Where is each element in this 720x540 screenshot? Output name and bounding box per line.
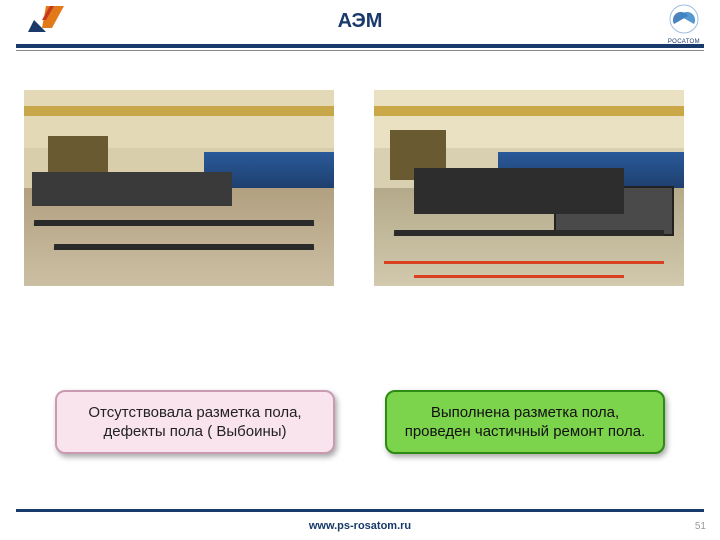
header: АЭМ РОСАТОМ	[0, 0, 720, 46]
photo-after	[374, 90, 684, 286]
header-rule-thin	[16, 50, 704, 51]
header-rule-thick	[16, 44, 704, 48]
page-title: АЭМ	[0, 10, 720, 33]
caption-before-text: Отсутствовала разметка пола, дефекты пол…	[71, 403, 319, 442]
slide: АЭМ РОСАТОМ	[0, 0, 720, 540]
footer-rule	[16, 509, 704, 512]
photo-before	[24, 90, 334, 286]
caption-row: Отсутствовала разметка пола, дефекты пол…	[0, 390, 720, 454]
caption-after: Выполнена разметка пола, проведен частич…	[385, 390, 665, 454]
photo-row	[24, 90, 696, 286]
caption-after-text: Выполнена разметка пола, проведен частич…	[401, 403, 649, 442]
logo-rosatom: РОСАТОМ	[668, 4, 700, 45]
page-number: 51	[695, 521, 706, 532]
caption-before: Отсутствовала разметка пола, дефекты пол…	[55, 390, 335, 454]
footer-url: www.ps-rosatom.ru	[0, 520, 720, 532]
